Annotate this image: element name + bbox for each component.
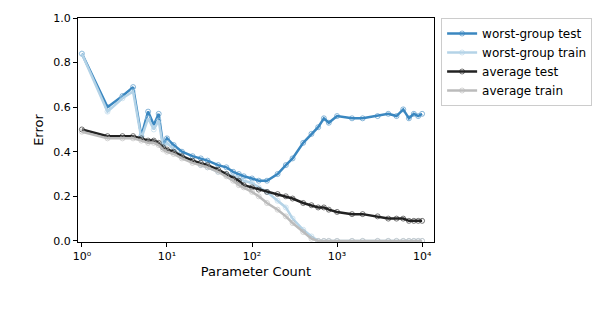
svg-text:average train: average train [482,84,563,98]
svg-text:worst-group test: worst-group test [482,27,581,41]
svg-text:0.2: 0.2 [53,190,71,203]
svg-text:10⁴: 10⁴ [413,250,432,263]
svg-text:1.0: 1.0 [53,12,71,25]
svg-text:10²: 10² [243,250,261,263]
svg-text:average test: average test [482,65,558,79]
svg-text:10¹: 10¹ [158,250,176,263]
svg-text:0.4: 0.4 [53,146,71,159]
svg-text:10³: 10³ [328,250,346,263]
svg-text:0.8: 0.8 [53,56,71,69]
svg-text:Parameter Count: Parameter Count [201,264,311,279]
svg-text:10⁰: 10⁰ [73,250,92,263]
svg-text:0.0: 0.0 [53,235,71,248]
svg-text:worst-group train: worst-group train [482,46,586,60]
svg-text:0.6: 0.6 [53,101,71,114]
svg-text:Error: Error [31,114,46,146]
